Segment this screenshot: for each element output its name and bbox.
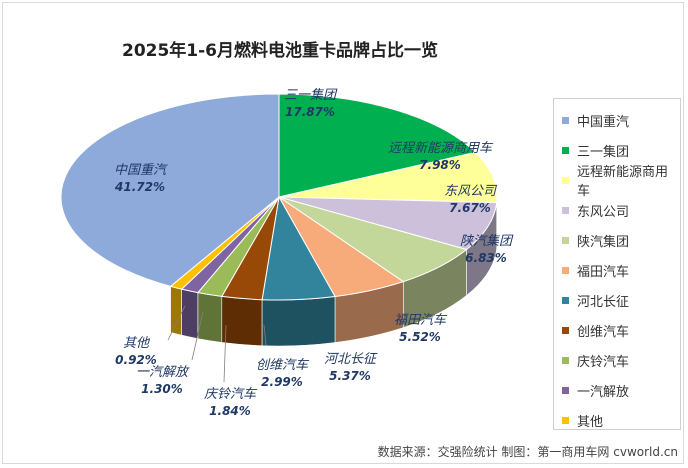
legend-item-5: 福田汽车	[562, 255, 680, 285]
leader-line-9	[191, 311, 204, 361]
legend: 中国重汽三一集团远程新能源商用车东风公司陕汽集团福田汽车河北长征创维汽车庆铃汽车…	[553, 98, 681, 430]
slice-label-3: 东风公司	[444, 184, 498, 199]
slice-label-6: 河北长征	[324, 352, 378, 367]
slice-value-8: 1.84%	[209, 404, 251, 418]
pie-slice-2	[278, 151, 498, 203]
slice-value-4: 6.83%	[465, 251, 507, 265]
legend-item-3: 东风公司	[562, 195, 680, 225]
legend-item-4: 陕汽集团	[562, 225, 680, 255]
legend-swatch-10	[562, 416, 569, 424]
legend-item-7: 创维汽车	[562, 315, 680, 345]
legend-label-9: 一汽解放	[577, 384, 630, 400]
legend-label-5: 福田汽车	[577, 264, 630, 280]
legend-item-1: 三一集团	[562, 135, 680, 165]
legend-item-0: 中国重汽	[562, 105, 680, 135]
leader-line-7	[263, 324, 267, 346]
slice-value-3: 7.67%	[449, 201, 491, 215]
pie-side-6	[261, 296, 336, 347]
legend-swatch-4	[562, 236, 569, 244]
slice-value-7: 2.99%	[261, 375, 303, 389]
source-note: 数据来源：交强险统计 制图：第一商用车网 cvworld.cn	[377, 445, 678, 459]
legend-swatch-0	[562, 116, 569, 124]
pie-side-10	[170, 285, 182, 336]
legend-item-2: 远程新能源商用车	[562, 165, 680, 199]
slice-value-1: 17.87%	[285, 105, 335, 119]
slice-value-10: 0.92%	[115, 353, 157, 367]
legend-swatch-9	[562, 386, 569, 394]
legend-label-6: 河北长征	[577, 294, 630, 310]
slice-value-5: 5.52%	[399, 330, 441, 344]
legend-label-0: 中国重汽	[577, 114, 630, 130]
legend-swatch-5	[562, 266, 569, 274]
legend-swatch-8	[562, 356, 569, 364]
legend-label-3: 东风公司	[577, 204, 630, 220]
legend-item-6: 河北长征	[562, 285, 680, 315]
slice-label-0: 中国重汽	[114, 163, 168, 178]
slice-label-2: 远程新能源商用车	[388, 141, 494, 156]
leader-line-10	[167, 305, 186, 341]
pie-slice-0	[60, 93, 280, 287]
slice-value-9: 1.30%	[141, 382, 183, 396]
legend-label-10: 其他	[577, 414, 604, 430]
pie-side-7	[221, 296, 263, 347]
slice-label-10: 其他	[123, 336, 151, 351]
slice-value-6: 5.37%	[329, 369, 371, 383]
leader-line-8	[223, 324, 227, 383]
legend-label-8: 庆铃汽车	[577, 354, 630, 370]
pie-slice-10	[169, 196, 280, 290]
legend-label-1: 三一集团	[577, 144, 630, 160]
legend-label-2: 远程新能源商用车	[577, 165, 669, 199]
pie-side-9	[181, 288, 199, 339]
slice-label-7: 创维汽车	[256, 358, 310, 373]
legend-swatch-2	[562, 176, 569, 184]
slice-label-5: 福田汽车	[394, 313, 448, 328]
slice-label-8: 庆铃汽车	[204, 387, 258, 402]
slice-label-4: 陕汽集团	[460, 234, 514, 249]
slice-value-0: 41.72%	[114, 180, 165, 194]
legend-label-4: 陕汽集团	[577, 234, 630, 250]
pie-slice-3	[278, 196, 498, 251]
legend-swatch-6	[562, 296, 569, 304]
legend-item-10: 其他	[562, 405, 680, 435]
legend-swatch-3	[562, 206, 569, 214]
slice-label-9: 一汽解放	[136, 365, 190, 380]
slice-label-1: 三一集团	[284, 88, 338, 103]
legend-label-7: 创维汽车	[577, 324, 630, 340]
chart-title: 2025年1-6月燃料电池重卡品牌占比一览	[121, 41, 439, 61]
legend-swatch-7	[562, 326, 569, 334]
legend-item-9: 一汽解放	[562, 375, 680, 405]
pie-slice-1	[278, 93, 477, 198]
legend-item-8: 庆铃汽车	[562, 345, 680, 375]
slice-value-2: 7.98%	[419, 158, 461, 172]
legend-swatch-1	[562, 146, 569, 154]
